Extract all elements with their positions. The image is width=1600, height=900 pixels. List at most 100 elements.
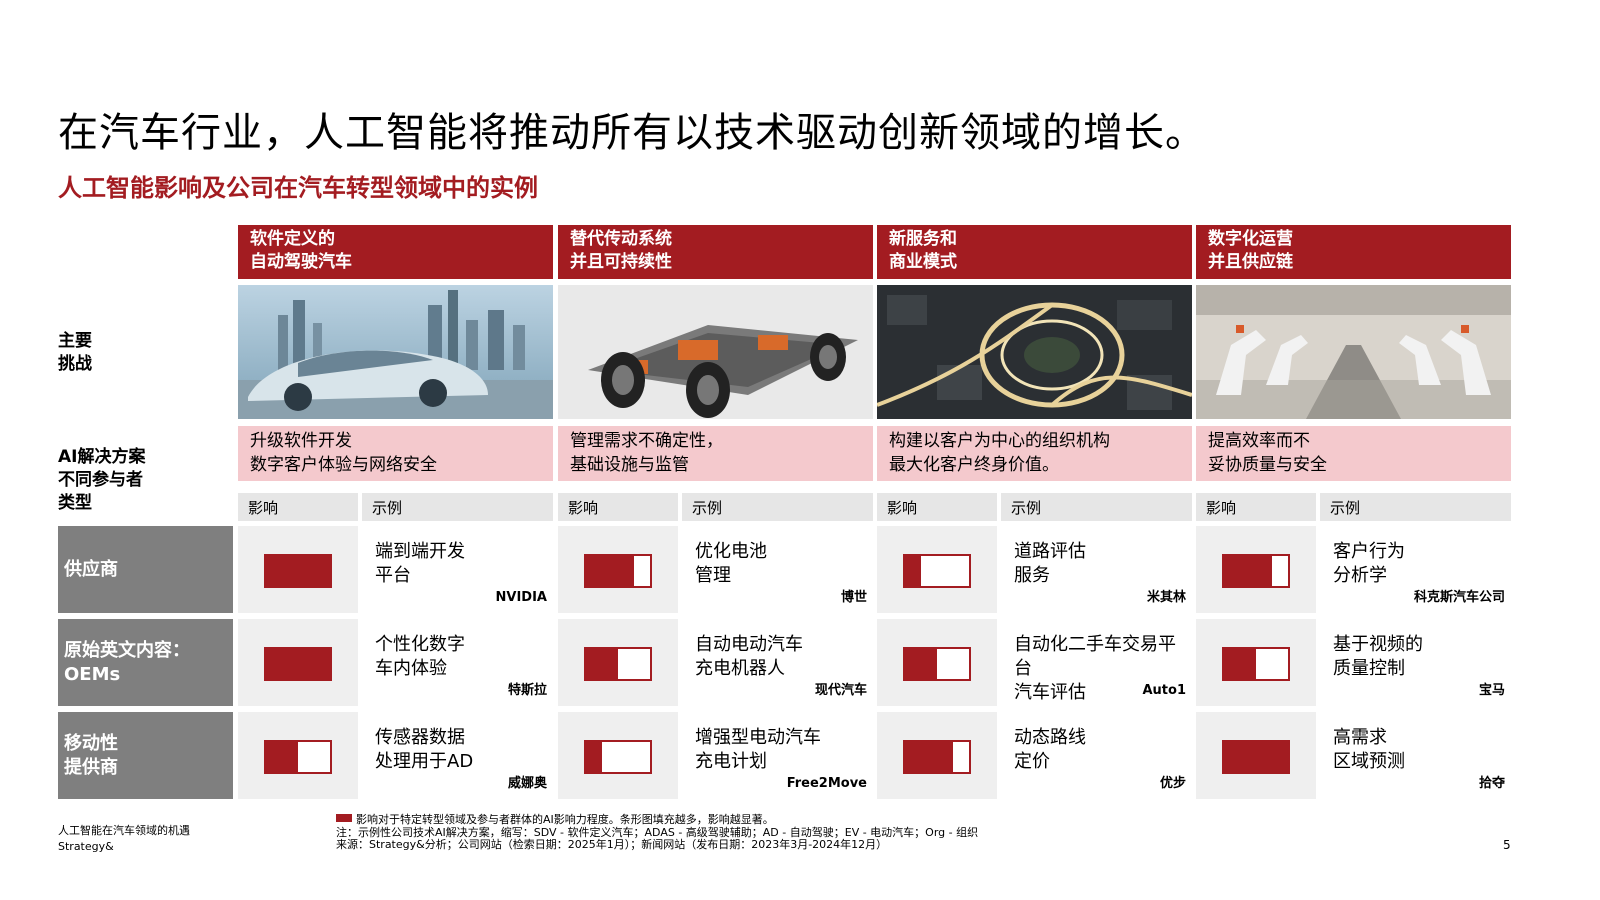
impact-bar-fill [266,556,330,586]
example-company: 威娜奥 [507,776,547,791]
row-label-ai-text: AI解决方案 不同参与者 类型 [58,447,146,513]
example-text: 传感器数据 处理用于AD [375,727,474,772]
impact-bar-fill [586,649,618,679]
row-label-challenge-text: 主要 挑战 [58,331,92,374]
impact-subheader: 影响 [238,493,358,521]
example-subheader: 示例 [1320,493,1511,521]
example-cell: 自动电动汽车 充电机器人 现代汽车 [682,619,873,706]
segment-label-text: 原始英文内容：OEMs [64,639,190,685]
example-text: 基于视频的 质量控制 [1333,634,1423,679]
example-cell: 高需求 区域预测拾夺 [1320,712,1511,799]
impact-bar-fill [1224,649,1256,679]
example-cell: 个性化数字 车内体验特斯拉 [362,619,553,706]
example-company: 优步 [1159,776,1186,791]
ai-solution-text: 升级软件开发 数字客户体验与网络安全 [250,431,437,475]
example-text: 道路评估 服务 [1014,541,1086,586]
example-company: NVIDIA [495,590,547,605]
impact-bar [584,647,652,681]
impact-bar-fill [905,742,953,772]
autonomous-car-image [238,285,553,419]
impact-bar [264,554,332,588]
column-header-4: 数字化运营 并且供应链 [1196,225,1511,279]
impact-cell [877,526,997,613]
ai-solution-1: 升级软件开发 数字客户体验与网络安全 [238,426,553,481]
example-text: 客户行为 分析学 [1333,541,1405,586]
page-number: 5 [1503,838,1511,852]
example-cell: 端到端开发 平台 NVIDIA [362,526,553,613]
ev-chassis-image [558,285,873,419]
impact-bar-fill [905,649,937,679]
example-text: 自动化二手车交易平台 汽车评估 [1014,634,1176,703]
example-subheader: 示例 [362,493,553,521]
impact-bar [264,647,332,681]
impact-bar-fill [586,742,602,772]
column-header-3: 新服务和 商业模式 [877,225,1192,279]
robot-factory-image [1196,285,1511,419]
page-subtitle: 人工智能影响及公司在汽车转型领域中的实例 [58,174,538,202]
example-text: 个性化数字 车内体验 [375,634,465,679]
column-header-text: 替代传动系统 并且可持续性 [570,229,672,272]
impact-bar-fill [1224,556,1272,586]
column-header-2: 替代传动系统 并且可持续性 [558,225,873,279]
example-company: 特斯拉 [507,683,547,698]
impact-cell [238,619,358,706]
column-header-text: 数字化运营 并且供应链 [1208,229,1293,272]
impact-bar [903,554,971,588]
example-company: 现代汽车 [814,683,867,698]
example-text: 动态路线 定价 [1014,727,1086,772]
segment-label-text: 供应商 [64,558,118,580]
impact-bar [584,740,652,774]
example-text: 优化电池 管理 [695,541,767,586]
impact-subheader: 影响 [558,493,678,521]
doc-title: 人工智能在汽车领域的机遇 [58,824,190,837]
example-subheader: 示例 [1001,493,1192,521]
ai-solution-text: 管理需求不确定性， 基础设施与监管 [570,431,723,475]
example-cell: 道路评估 服务 米其林 [1001,526,1192,613]
abbrev-note: 注：示例性公司技术AI解决方案，缩写：SDV - 软件定义汽车；ADAS - 高… [336,826,979,839]
impact-cell [558,619,678,706]
ai-solution-3: 构建以客户为中心的组织机构 最大化客户终身价值。 [877,426,1192,481]
example-subheader: 示例 [682,493,873,521]
column-header-text: 软件定义的 自动驾驶汽车 [250,229,352,272]
row-label-ai: AI解决方案 不同参与者 类型 [58,446,145,515]
impact-bar [903,647,971,681]
example-text: 高需求 区域预测 [1333,727,1405,772]
column-header-1: 软件定义的 自动驾驶汽车 [238,225,553,279]
example-text: 自动电动汽车 充电机器人 [695,634,803,679]
ai-solution-2: 管理需求不确定性， 基础设施与监管 [558,426,873,481]
example-cell: 优化电池 管理博世 [682,526,873,613]
impact-bar [1222,554,1290,588]
example-company: 博世 [840,590,867,605]
impact-bar [903,740,971,774]
impact-bar [584,554,652,588]
impact-cell [877,619,997,706]
brand-name: Strategy& [58,840,114,853]
impact-subheader: 影响 [877,493,997,521]
impact-bar-fill [1224,742,1288,772]
row-label-challenge: 主要 挑战 [58,330,92,376]
segment-label-mobility: 移动性 提供商 [58,712,233,799]
example-company: 宝马 [1478,683,1505,698]
impact-cell [1196,712,1316,799]
example-text: 增强型电动汽车 充电计划 [695,727,821,772]
impact-cell [1196,619,1316,706]
example-cell: 基于视频的 质量控制宝马 [1320,619,1511,706]
example-cell: 客户行为 分析学 科克斯汽车公司 [1320,526,1511,613]
impact-bar [264,740,332,774]
impact-bar-fill [266,742,298,772]
impact-cell [238,712,358,799]
page-title: 在汽车行业，人工智能将推动所有以技术驱动创新领域的增长。 [58,110,1206,156]
impact-cell [558,526,678,613]
impact-bar [1222,647,1290,681]
example-text: 端到端开发 平台 [375,541,465,586]
example-cell: 自动化二手车交易平台 汽车评估 Auto1 [1001,619,1192,706]
impact-cell [558,712,678,799]
impact-bar-fill [586,556,634,586]
ai-solution-text: 提高效率而不 妥协质量与安全 [1208,431,1327,475]
example-cell: 增强型电动汽车 充电计划 Free2Move [682,712,873,799]
impact-cell [238,526,358,613]
example-company: 拾夺 [1478,776,1505,791]
example-company: 科克斯汽车公司 [1413,590,1505,605]
segment-label-oems: 原始英文内容：OEMs [58,619,233,706]
legend-note: 影响对于特定转型领域及参与者群体的AI影响力程度。条形图填充越多，影响越显著。 [356,813,774,826]
